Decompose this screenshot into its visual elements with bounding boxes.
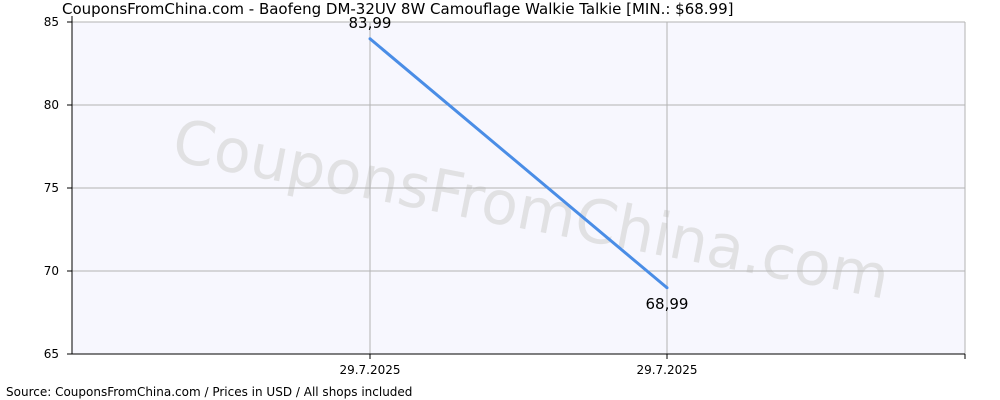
y-tick-label: 85 <box>44 15 59 29</box>
y-tick-label: 80 <box>44 98 59 112</box>
data-point <box>665 286 669 290</box>
data-label: 83,99 <box>349 14 392 32</box>
data-label: 68,99 <box>646 295 689 313</box>
x-axis-ticks: 29.7.2025 29.7.2025 <box>339 354 966 377</box>
price-series <box>368 37 669 290</box>
y-tick-label: 65 <box>44 347 59 361</box>
data-point <box>368 37 372 41</box>
x-tick-label: 29.7.2025 <box>636 363 697 377</box>
axes <box>71 16 965 355</box>
point-labels: 83,99 68,99 <box>349 14 689 313</box>
y-tick-label: 70 <box>44 264 59 278</box>
grid-lines <box>72 21 966 354</box>
series-line <box>369 37 668 289</box>
y-axis-ticks: 65 70 75 80 85 <box>44 15 72 361</box>
source-footer: Source: CouponsFromChina.com / Prices in… <box>6 385 413 399</box>
y-tick-label: 75 <box>44 181 59 195</box>
x-tick-label: 29.7.2025 <box>339 363 400 377</box>
chart-title: CouponsFromChina.com - Baofeng DM-32UV 8… <box>62 0 734 18</box>
